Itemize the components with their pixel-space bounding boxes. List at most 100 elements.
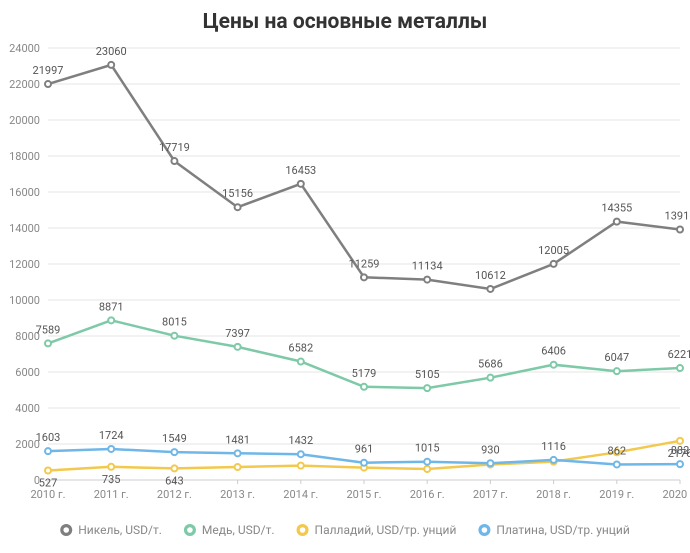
series-marker-inner-copper: [172, 334, 176, 338]
series-datalabel-platinum: 961: [355, 443, 374, 456]
series-marker-inner-platinum: [362, 461, 366, 465]
y-axis-label: 4000: [15, 402, 40, 415]
legend-label-platinum: Платина, USD/тр. унций: [496, 523, 629, 537]
series-marker-inner-palladium: [425, 467, 429, 471]
series-datalabel-copper: 6582: [288, 342, 313, 355]
x-axis-label: 2012 г.: [157, 488, 192, 501]
series-marker-inner-nickel: [615, 220, 619, 224]
series-marker-inner-copper: [46, 341, 50, 345]
series-marker-inner-nickel: [172, 159, 176, 163]
series-marker-inner-copper: [552, 363, 556, 367]
series-marker-inner-copper: [615, 369, 619, 373]
series-marker-inner-nickel: [425, 278, 429, 282]
x-axis-label: 2019 г.: [599, 488, 634, 501]
series-marker-inner-palladium: [172, 466, 176, 470]
series-datalabel-nickel: 11134: [412, 260, 443, 273]
legend-marker-inner-copper: [187, 527, 193, 533]
series-datalabel-nickel: 11259: [349, 257, 380, 270]
series-marker-inner-nickel: [552, 262, 556, 266]
y-axis-label: 12000: [9, 258, 40, 271]
metal-prices-chart: Цены на основные металлы0200040006000800…: [0, 0, 690, 553]
series-datalabel-platinum: 1116: [541, 440, 566, 453]
x-axis-label: 2010 г.: [31, 488, 66, 501]
x-axis-label: 2018 г.: [536, 488, 571, 501]
series-marker-inner-nickel: [488, 287, 492, 291]
y-axis-label: 14000: [9, 222, 40, 235]
series-marker-inner-nickel: [109, 63, 113, 67]
series-datalabel-palladium: 527: [39, 477, 58, 490]
series-datalabel-platinum: 1603: [36, 431, 61, 444]
series-marker-inner-copper: [299, 360, 303, 364]
y-axis-label: 16000: [9, 186, 40, 199]
x-axis-label: 2020 г.: [663, 488, 690, 501]
series-datalabel-nickel: 12005: [538, 244, 569, 257]
series-marker-inner-platinum: [615, 462, 619, 466]
legend-marker-inner-palladium: [300, 527, 306, 533]
series-datalabel-nickel: 13916: [665, 210, 690, 223]
series-datalabel-palladium: 643: [165, 474, 184, 487]
series-datalabel-nickel: 10612: [475, 269, 506, 282]
legend-marker-inner-nickel: [63, 527, 69, 533]
series-datalabel-nickel: 15156: [222, 187, 253, 200]
series-datalabel-platinum: 930: [481, 443, 500, 456]
series-datalabel-platinum: 1481: [225, 433, 250, 446]
series-datalabel-platinum: 1015: [415, 442, 440, 455]
series-marker-inner-platinum: [236, 451, 240, 455]
x-axis-label: 2016 г.: [410, 488, 445, 501]
series-marker-inner-nickel: [362, 275, 366, 279]
legend-label-copper: Медь, USD/т.: [202, 523, 275, 537]
series-marker-inner-nickel: [299, 182, 303, 186]
series-marker-inner-nickel: [678, 228, 682, 232]
series-datalabel-nickel: 16453: [285, 164, 316, 177]
chart-svg: Цены на основные металлы0200040006000800…: [0, 0, 690, 553]
series-marker-inner-platinum: [172, 450, 176, 454]
series-line-nickel: [48, 65, 680, 289]
series-marker-inner-platinum: [425, 460, 429, 464]
series-marker-inner-nickel: [236, 205, 240, 209]
y-axis-label: 22000: [9, 78, 40, 91]
series-datalabel-copper: 7397: [225, 327, 250, 340]
series-datalabel-platinum: 1432: [288, 434, 313, 447]
series-marker-inner-palladium: [46, 469, 50, 473]
series-marker-inner-platinum: [109, 447, 113, 451]
series-datalabel-nickel: 14355: [601, 202, 632, 215]
y-axis-label: 20000: [9, 114, 40, 127]
series-datalabel-copper: 8015: [162, 316, 187, 329]
series-marker-inner-platinum: [299, 452, 303, 456]
series-marker-inner-copper: [109, 318, 113, 322]
series-marker-inner-copper: [236, 345, 240, 349]
series-marker-inner-copper: [488, 376, 492, 380]
series-marker-inner-copper: [362, 385, 366, 389]
series-marker-inner-palladium: [678, 439, 682, 443]
series-marker-inner-palladium: [109, 465, 113, 469]
series-datalabel-copper: 5179: [352, 367, 377, 380]
y-axis-label: 10000: [9, 294, 40, 307]
series-datalabel-platinum: 1549: [162, 432, 187, 445]
series-datalabel-copper: 5686: [478, 358, 503, 371]
series-datalabel-nickel: 21997: [33, 64, 64, 77]
x-axis-label: 2015 г.: [347, 488, 382, 501]
legend-label-palladium: Палладий, USD/тр. унций: [315, 523, 457, 537]
chart-title: Цены на основные металлы: [203, 10, 488, 34]
series-datalabel-copper: 6406: [541, 345, 566, 358]
legend-marker-inner-platinum: [482, 527, 488, 533]
series-marker-inner-platinum: [552, 458, 556, 462]
x-axis-label: 2017 г.: [473, 488, 508, 501]
series-datalabel-copper: 6047: [604, 351, 629, 364]
series-marker-inner-nickel: [46, 82, 50, 86]
y-axis-label: 18000: [9, 150, 40, 163]
y-axis-label: 24000: [9, 42, 40, 55]
series-datalabel-copper: 6221: [668, 348, 690, 361]
series-marker-inner-palladium: [299, 464, 303, 468]
series-marker-inner-platinum: [678, 462, 682, 466]
x-axis-label: 2013 г.: [220, 488, 255, 501]
series-marker-inner-palladium: [236, 465, 240, 469]
series-marker-inner-platinum: [488, 461, 492, 465]
series-datalabel-palladium: 735: [102, 473, 121, 486]
series-datalabel-platinum: 862: [608, 444, 627, 457]
legend-label-nickel: Никель, USD/т.: [78, 523, 162, 537]
series-datalabel-nickel: 23060: [96, 45, 127, 58]
series-datalabel-platinum: 882: [671, 444, 690, 457]
series-datalabel-copper: 5105: [415, 368, 440, 381]
series-datalabel-platinum: 1724: [99, 429, 124, 442]
